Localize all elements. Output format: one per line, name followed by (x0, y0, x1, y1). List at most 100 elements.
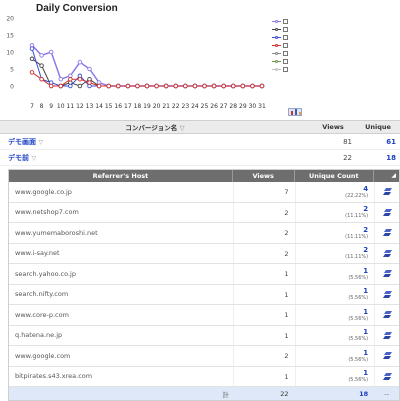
conversion-unique-header[interactable]: Unique (365, 123, 391, 131)
referrer-unique-header[interactable]: Unique Count (295, 170, 375, 182)
unique-percent: (5.56%) (348, 377, 369, 384)
conversion-name-link[interactable]: デモ画面 ▽ (8, 137, 44, 146)
referrer-row: q.hatena.ne.jp 1 1 (5.56%) (9, 325, 399, 346)
legend-checkbox[interactable] (283, 43, 288, 48)
legend-swatch (272, 28, 281, 31)
data-point (221, 83, 226, 89)
total-action: -- (384, 389, 389, 398)
drill-down-button[interactable] (374, 202, 399, 222)
drill-down-button[interactable] (374, 223, 399, 243)
unique-percent: (5.56%) (348, 336, 369, 343)
data-point (48, 83, 54, 89)
conversion-unique-link[interactable]: 61 (386, 137, 396, 146)
drill-down-icon (382, 187, 392, 196)
drill-down-button[interactable] (374, 264, 399, 284)
unique-count-link[interactable]: 4 (363, 184, 369, 193)
total-unique[interactable]: 18 (359, 389, 369, 398)
unique-percent: (5.56%) (348, 315, 369, 322)
x-tick-label: 31 (258, 103, 266, 110)
legend-checkbox[interactable] (283, 27, 288, 32)
data-point (58, 76, 64, 82)
referrer-host-header[interactable]: Referrer's Host (9, 170, 233, 182)
drill-down-button[interactable] (374, 243, 399, 263)
conversion-views-header[interactable]: Views (322, 123, 344, 131)
legend-checkbox[interactable] (283, 51, 288, 56)
chart-type-toggle[interactable] (288, 108, 302, 116)
y-tick-label: 20 (6, 16, 14, 23)
referrer-views: 7 (232, 182, 295, 202)
x-tick-label: 9 (49, 103, 53, 110)
data-point (183, 83, 188, 89)
unique-count-link[interactable]: 2 (363, 205, 369, 214)
conversion-views: 22 (343, 153, 352, 162)
legend-checkbox[interactable] (283, 19, 288, 24)
drill-down-button[interactable] (374, 182, 399, 202)
data-point (115, 83, 121, 89)
x-tick-label: 30 (249, 103, 257, 110)
legend-item[interactable] (272, 18, 288, 25)
data-point (87, 66, 92, 72)
conversion-unique-link[interactable]: 18 (386, 153, 396, 162)
drill-down-button[interactable] (374, 346, 399, 366)
bar-icon-red (291, 111, 293, 115)
data-point (106, 83, 111, 89)
legend-item[interactable] (272, 34, 288, 41)
drill-down-button[interactable] (374, 325, 399, 345)
unique-percent: (11.11%) (345, 233, 369, 240)
unique-count-link[interactable]: 1 (363, 266, 369, 275)
x-tick-label: 29 (239, 103, 247, 110)
filter-icon[interactable]: ▽ (38, 138, 44, 146)
drill-down-icon (382, 290, 392, 299)
x-tick-label: 27 (220, 103, 228, 110)
sort-icon[interactable]: ◢ (391, 172, 397, 179)
filter-icon[interactable]: ▽ (179, 124, 185, 132)
unique-percent: (11.11%) (345, 213, 369, 220)
conversion-table-header: コンバージョン名 ▽ Views Unique (0, 120, 400, 134)
unique-count-link[interactable]: 1 (363, 348, 369, 357)
conversion-name-header[interactable]: コンバージョン名 ▽ (125, 124, 185, 132)
x-tick-label: 14 (95, 103, 103, 110)
referrer-views-header[interactable]: Views (233, 170, 295, 182)
x-tick-label: 24 (191, 103, 199, 110)
filter-icon[interactable]: ▽ (31, 154, 37, 162)
referrer-row: www.google.co.jp 7 4 (22.22%) (9, 182, 399, 203)
x-tick-label: 25 (201, 103, 209, 110)
referrer-views: 1 (232, 264, 295, 284)
drill-down-icon (382, 310, 392, 319)
x-tick-label: 10 (57, 103, 65, 110)
data-point (259, 83, 265, 89)
legend-checkbox[interactable] (283, 35, 288, 40)
referrer-host: www.yumemaboroshi.net (15, 228, 98, 237)
data-point (48, 49, 54, 55)
legend-item[interactable] (272, 26, 288, 33)
legend-item[interactable] (272, 66, 288, 73)
data-point (77, 83, 83, 89)
unique-count-link[interactable]: 2 (363, 246, 369, 255)
legend-item[interactable] (272, 42, 288, 49)
data-point (39, 76, 44, 82)
y-tick-label: 15 (6, 33, 14, 40)
legend-checkbox[interactable] (283, 67, 288, 72)
referrer-host: www.google.com (15, 351, 71, 360)
x-tick-label: 21 (162, 103, 170, 110)
unique-count-link[interactable]: 1 (363, 287, 369, 296)
x-tick-label: 22 (172, 103, 180, 110)
x-tick-label: 15 (105, 103, 113, 110)
referrer-unique: 1 (5.56%) (294, 305, 375, 325)
unique-count-link[interactable]: 1 (363, 328, 369, 337)
drill-down-button[interactable] (374, 305, 399, 325)
legend-checkbox[interactable] (283, 59, 288, 64)
total-label: 計 (222, 390, 229, 399)
x-tick-label: 23 (182, 103, 190, 110)
drill-down-button[interactable] (374, 284, 399, 304)
unique-count-link[interactable]: 1 (363, 369, 369, 378)
legend-item[interactable] (272, 50, 288, 57)
legend-item[interactable] (272, 58, 288, 65)
y-tick-label: 5 (10, 67, 14, 74)
unique-count-link[interactable]: 1 (363, 307, 369, 316)
y-tick-label: 0 (10, 84, 14, 91)
conversion-name-link[interactable]: デモ前 ▽ (8, 153, 37, 162)
referrer-views: 1 (232, 284, 295, 304)
drill-down-button[interactable] (374, 366, 399, 386)
unique-count-link[interactable]: 2 (363, 225, 369, 234)
